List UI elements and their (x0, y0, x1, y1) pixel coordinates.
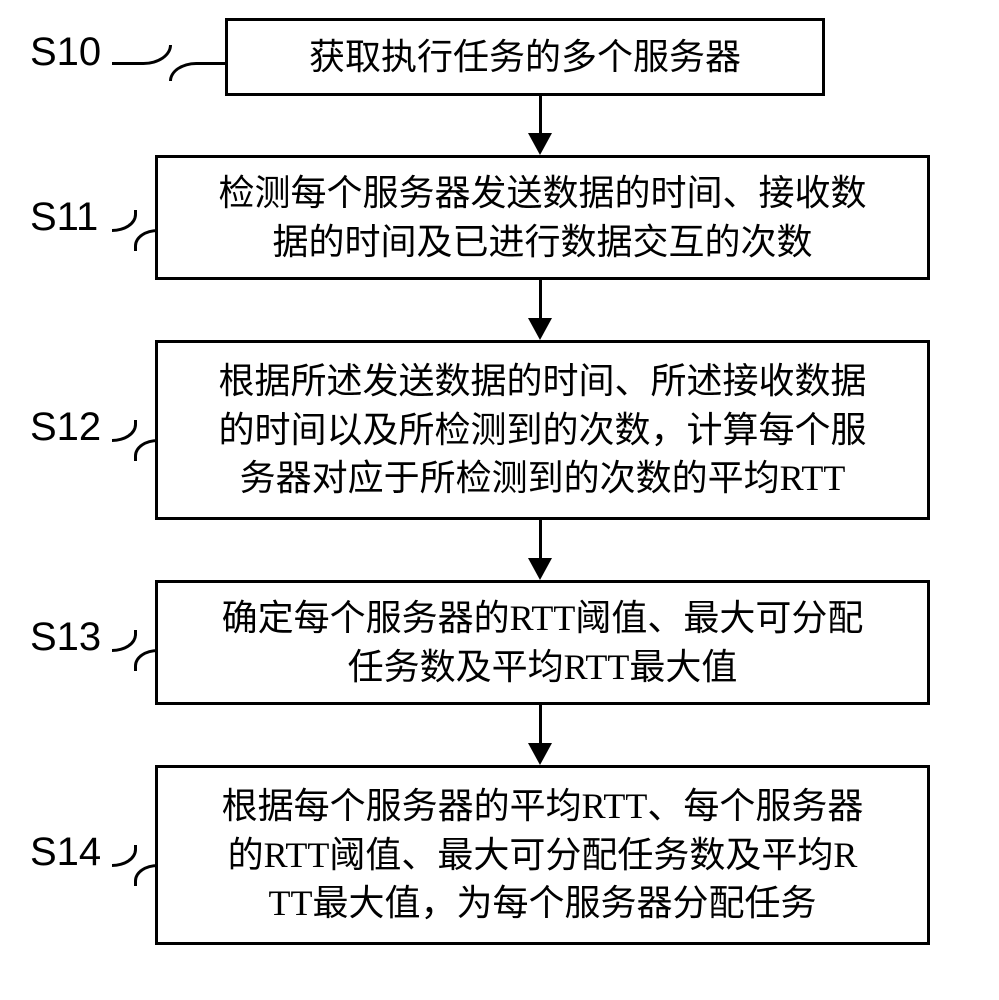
step-label-s10: S10 (30, 30, 101, 75)
step-label-s12: S12 (30, 405, 101, 450)
label-connector (112, 45, 172, 65)
flow-node-s10: 获取执行任务的多个服务器 (225, 18, 825, 96)
edge-line (539, 520, 542, 560)
arrow-down-icon (528, 743, 552, 765)
edge-line (539, 705, 542, 745)
label-connector (112, 420, 137, 442)
step-label-s11: S11 (30, 195, 98, 240)
arrow-down-icon (528, 133, 552, 155)
label-connector (112, 630, 137, 652)
label-connector (169, 62, 229, 82)
flow-node-text: 根据所述发送数据的时间、所述接收数据 的时间以及所检测到的次数，计算每个服 务器… (218, 357, 866, 503)
arrow-down-icon (528, 318, 552, 340)
edge-line (539, 96, 542, 135)
flow-node-s12: 根据所述发送数据的时间、所述接收数据 的时间以及所检测到的次数，计算每个服 务器… (155, 340, 930, 520)
step-label-s14: S14 (30, 830, 101, 875)
flow-node-s14: 根据每个服务器的平均RTT、每个服务器 的RTT阈值、最大可分配任务数及平均R … (155, 765, 930, 945)
label-connector (112, 845, 137, 867)
flow-node-text: 检测每个服务器发送数据的时间、接收数 据的时间及已进行数据交互的次数 (218, 169, 866, 266)
edge-line (539, 280, 542, 320)
step-label-s13: S13 (30, 615, 101, 660)
flowchart-canvas: 获取执行任务的多个服务器 S10 检测每个服务器发送数据的时间、接收数 据的时间及已… (0, 0, 999, 1000)
label-connector (134, 864, 159, 886)
flow-node-s13: 确定每个服务器的RTT阈值、最大可分配 任务数及平均RTT最大值 (155, 580, 930, 705)
flow-node-text: 确定每个服务器的RTT阈值、最大可分配 任务数及平均RTT最大值 (222, 594, 864, 691)
flow-node-s11: 检测每个服务器发送数据的时间、接收数 据的时间及已进行数据交互的次数 (155, 155, 930, 280)
flow-node-text: 获取执行任务的多个服务器 (309, 33, 741, 82)
label-connector (134, 439, 159, 461)
flow-node-text: 根据每个服务器的平均RTT、每个服务器 的RTT阈值、最大可分配任务数及平均R … (222, 782, 864, 928)
label-connector (134, 649, 159, 671)
arrow-down-icon (528, 558, 552, 580)
label-connector (134, 229, 159, 251)
label-connector (112, 210, 137, 232)
